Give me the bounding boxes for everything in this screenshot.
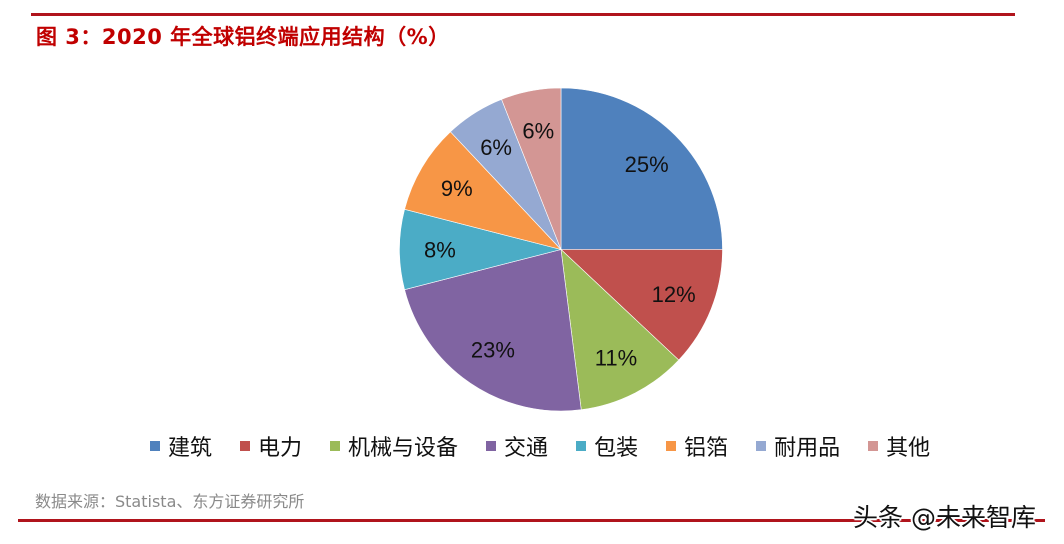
legend-item-power: 电力 bbox=[240, 430, 302, 462]
legend-swatch-icon bbox=[150, 441, 160, 451]
pie-slice bbox=[560, 248, 680, 411]
legend-item-machinery: 机械与设备 bbox=[330, 430, 458, 462]
legend-label: 电力 bbox=[258, 436, 303, 461]
slice-value-label: 6% bbox=[480, 135, 512, 160]
legend-swatch-icon bbox=[330, 441, 341, 451]
legend-label: 交通 bbox=[504, 436, 549, 461]
pie-slice bbox=[560, 87, 723, 250]
data-source-note: 数据来源：Statista、东方证券研究所 bbox=[35, 492, 305, 511]
slice-value-label: 12% bbox=[652, 282, 696, 307]
legend-label: 包装 bbox=[594, 436, 639, 461]
pie-labels: 25% 12% 11% 23% 8% 9% 6% 6% bbox=[424, 119, 696, 371]
pie-slice bbox=[404, 249, 582, 412]
legend-item-building: 建筑 bbox=[150, 430, 212, 462]
legend-swatch-icon bbox=[666, 441, 677, 451]
legend-swatch-icon bbox=[868, 441, 879, 451]
slice-value-label: 11% bbox=[595, 345, 637, 370]
pie-slice bbox=[560, 249, 723, 361]
slice-value-label: 6% bbox=[522, 119, 554, 144]
legend-swatch-icon bbox=[240, 441, 251, 451]
pie-slices bbox=[399, 87, 723, 412]
legend-label: 铝箔 bbox=[684, 436, 729, 461]
watermark: 头条 @未来智库 bbox=[853, 503, 1036, 532]
top-divider bbox=[31, 13, 1015, 16]
legend-swatch-icon bbox=[486, 441, 497, 451]
bottom-divider bbox=[18, 519, 1045, 522]
pie-slice bbox=[404, 131, 562, 251]
pie-slice bbox=[501, 87, 562, 250]
slice-value-label: 23% bbox=[471, 338, 515, 363]
legend-label: 耐用品 bbox=[774, 436, 841, 461]
chart-title: 图 3：2020 年全球铝终端应用结构（%） bbox=[36, 25, 450, 49]
legend-label: 建筑 bbox=[168, 436, 213, 461]
legend-item-foil: 铝箔 bbox=[666, 430, 728, 462]
legend: 建筑 电力 机械与设备 交通 包装 铝箔 耐用品 其他 bbox=[150, 429, 958, 463]
legend-item-packaging: 包装 bbox=[576, 430, 638, 462]
legend-swatch-icon bbox=[576, 441, 587, 451]
legend-item-durables: 耐用品 bbox=[756, 430, 840, 462]
legend-item-transport: 交通 bbox=[486, 430, 548, 462]
legend-swatch-icon bbox=[756, 441, 767, 451]
legend-label: 其他 bbox=[886, 436, 931, 461]
slice-value-label: 8% bbox=[424, 238, 456, 263]
slice-value-label: 9% bbox=[441, 176, 473, 201]
legend-label: 机械与设备 bbox=[348, 436, 459, 461]
slice-value-label: 25% bbox=[625, 152, 669, 177]
legend-item-other: 其他 bbox=[868, 430, 930, 462]
